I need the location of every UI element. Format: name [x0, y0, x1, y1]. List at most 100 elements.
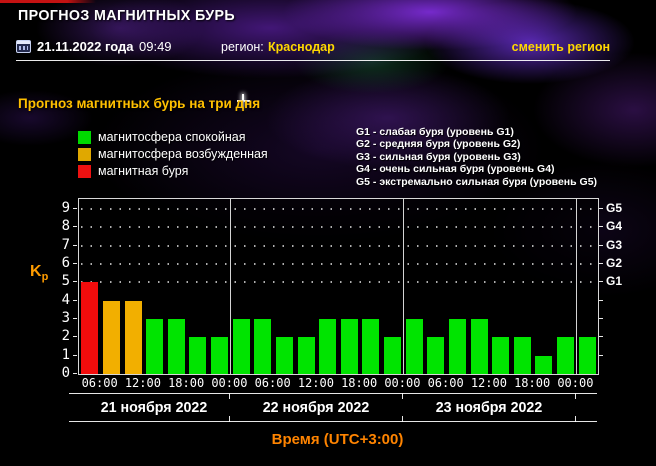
- y-tick-label: 9: [61, 200, 70, 216]
- x-tick-label: 00:00: [384, 376, 421, 390]
- region-value: Краснодар: [268, 40, 335, 54]
- kp-bar: [405, 319, 423, 374]
- x-tick-label: 06:00: [81, 376, 118, 390]
- x-tick-label: 18:00: [341, 376, 378, 390]
- kp-bar: [297, 337, 315, 374]
- g-scale-label: G2: [606, 256, 623, 270]
- y-axis-tick: [73, 318, 77, 319]
- g-scale-label: G4: [606, 219, 623, 234]
- kp-bar: [124, 300, 142, 374]
- y-axis-tick: [73, 354, 77, 356]
- x-tick-label: 00:00: [211, 376, 248, 390]
- kp-bar: [578, 337, 596, 374]
- storm-scale-line-g5: G5 - экстремально сильная буря (уровень …: [356, 175, 598, 188]
- date-band-bottom-line: [69, 421, 597, 422]
- g-scale-label: G5: [606, 201, 623, 215]
- star-sparkle-icon: [236, 94, 250, 107]
- kp-bar: [211, 337, 229, 374]
- legend-item-storm: магнитная буря: [78, 163, 268, 180]
- kp-bar: [427, 337, 445, 374]
- y-axis-tick: [73, 281, 77, 283]
- kp-bar: [167, 319, 185, 374]
- storm-scale-line-g3: G3 - сильная буря (уровень G3): [356, 150, 521, 163]
- x-tick-label: 06:00: [254, 376, 291, 390]
- kp-bar: [340, 319, 358, 374]
- grid-dots-row: [81, 263, 596, 265]
- y-tick-label: 1: [61, 346, 70, 363]
- y-axis-tick: [73, 336, 77, 338]
- kp-bar: [319, 319, 337, 374]
- y-axis-tick-right: [599, 263, 603, 264]
- grid-dots-row: [81, 281, 596, 284]
- legend-item-excited: магнитосфера возбужденная: [78, 146, 268, 163]
- x-tick-label: 12:00: [297, 376, 334, 390]
- toolbar: 21.11.2022 года 09:49 регион: Краснодар …: [16, 39, 640, 57]
- kp-bar: [275, 337, 293, 374]
- y-axis-title: Kp: [30, 263, 49, 284]
- y-axis-tick: [73, 373, 77, 374]
- kp-bar: [557, 337, 575, 374]
- day-label-1: 21 ноября 2022: [100, 399, 207, 416]
- grid-dots-row: [81, 244, 596, 247]
- storm-scale-line-g4: G4 - очень сильная буря (уровень G4): [356, 163, 555, 176]
- day-divider-line: [403, 199, 405, 374]
- page-title: ПРОГНОЗ МАГНИТНЫХ БУРЬ: [18, 7, 236, 24]
- x-tick-label: 06:00: [427, 376, 464, 390]
- y-axis-tick: [73, 244, 77, 246]
- calendar-icon: [16, 40, 31, 53]
- legend-item-label: магнитная буря: [98, 164, 189, 178]
- legend-item-label: магнитосфера спокойная: [98, 130, 246, 144]
- header-divider: [16, 60, 610, 61]
- day-label-3: 23 ноября 2022: [435, 399, 543, 416]
- y-axis-tick: [73, 299, 77, 301]
- date-band-top-line: [69, 393, 597, 394]
- y-axis-tick: [73, 263, 77, 264]
- y-tick-label: 3: [61, 310, 70, 326]
- change-region-link[interactable]: сменить регион: [511, 40, 610, 54]
- storm-scale-line-g2: G2 - средняя буря (уровень G2): [356, 138, 521, 151]
- kp-plot-area: [78, 198, 599, 375]
- grid-dots-row: [81, 208, 596, 210]
- y-axis-tick-right: [599, 208, 603, 209]
- grid-dots-row: [81, 226, 596, 229]
- kp-legend: магнитосфера спокойная магнитосфера возб…: [78, 129, 268, 180]
- kp-bar: [448, 319, 466, 374]
- y-axis-tick-right: [599, 244, 603, 246]
- g-scale-label: G1: [606, 274, 623, 289]
- current-time: 09:49: [139, 39, 172, 54]
- day-divider-line: [576, 199, 578, 374]
- y-axis-tick-right: [599, 299, 603, 301]
- y-axis-tick-right: [599, 336, 603, 338]
- kp-bar: [189, 337, 207, 374]
- y-axis-tick-right: [599, 354, 603, 356]
- excited-color-swatch: [78, 148, 91, 161]
- kp-bar: [254, 319, 272, 374]
- y-tick-label: 7: [61, 236, 70, 253]
- kp-bar: [362, 319, 380, 374]
- x-tick-label: 00:00: [557, 376, 594, 390]
- y-tick-label: 8: [61, 218, 70, 235]
- y-axis-tick-right: [599, 318, 603, 319]
- kp-bar: [146, 319, 164, 374]
- region-label: регион:: [221, 40, 264, 54]
- x-tick-label: 12:00: [124, 376, 161, 390]
- day-divider-line: [230, 199, 232, 374]
- g-scale-label: G3: [606, 237, 623, 252]
- top-red-strip: [0, 0, 96, 3]
- x-axis-title: Время (UTC+3:00): [271, 431, 404, 448]
- x-tick-label: 12:00: [470, 376, 507, 390]
- y-tick-label: 2: [61, 328, 70, 345]
- storm-scale-legend: G1 - слабая буря (уровень G1) G2 - средн…: [356, 126, 597, 188]
- x-tick-label: 18:00: [514, 376, 551, 390]
- current-date: 21.11.2022 года: [37, 39, 134, 54]
- kp-bar: [470, 319, 488, 374]
- x-tick-label: 18:00: [168, 376, 205, 390]
- kp-bar: [384, 337, 402, 374]
- y-axis-tick: [73, 226, 77, 228]
- kp-bar: [513, 337, 531, 374]
- kp-bar: [535, 355, 553, 374]
- legend-item-calm: магнитосфера спокойная: [78, 129, 268, 146]
- forecast-subtitle: Прогноз магнитных бурь на три дня: [18, 96, 261, 111]
- legend-item-label: магнитосфера возбужденная: [98, 147, 268, 161]
